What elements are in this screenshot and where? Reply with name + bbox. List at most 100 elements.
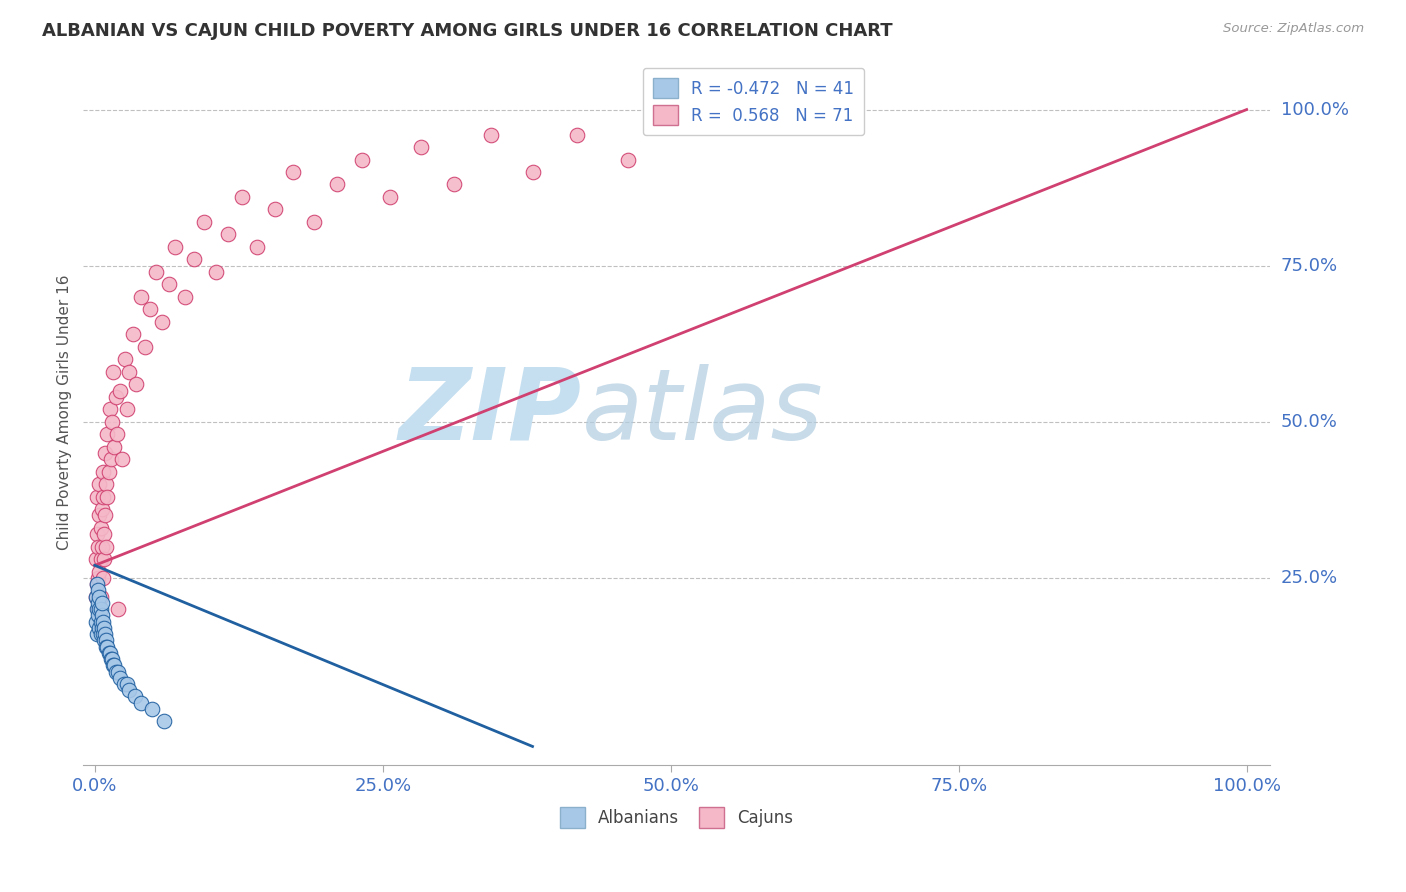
Point bbox=[90, 621, 112, 635]
Point bbox=[107, 602, 129, 616]
Point bbox=[108, 671, 131, 685]
Point bbox=[90, 540, 112, 554]
Point bbox=[94, 627, 117, 641]
Point bbox=[103, 658, 125, 673]
Point bbox=[90, 627, 112, 641]
Point bbox=[409, 140, 432, 154]
Point bbox=[617, 153, 640, 167]
Point bbox=[90, 615, 112, 629]
Point bbox=[90, 502, 112, 516]
Point bbox=[98, 402, 121, 417]
Point bbox=[86, 577, 108, 591]
Point bbox=[87, 608, 110, 623]
Point bbox=[118, 683, 141, 698]
Point bbox=[93, 633, 115, 648]
Legend: Albanians, Cajuns: Albanians, Cajuns bbox=[553, 801, 800, 834]
Point bbox=[91, 490, 114, 504]
Point bbox=[84, 590, 107, 604]
Text: ZIP: ZIP bbox=[398, 364, 582, 461]
Point bbox=[165, 240, 187, 254]
Point bbox=[100, 652, 122, 666]
Point bbox=[125, 377, 148, 392]
Point bbox=[93, 621, 115, 635]
Text: ALBANIAN VS CAJUN CHILD POVERTY AMONG GIRLS UNDER 16 CORRELATION CHART: ALBANIAN VS CAJUN CHILD POVERTY AMONG GI… bbox=[42, 22, 893, 40]
Point bbox=[150, 315, 173, 329]
Point bbox=[90, 552, 112, 566]
Point bbox=[443, 178, 465, 192]
Point bbox=[90, 608, 112, 623]
Point bbox=[87, 596, 110, 610]
Point bbox=[91, 465, 114, 479]
Point bbox=[93, 527, 115, 541]
Point bbox=[141, 702, 163, 716]
Point bbox=[124, 690, 146, 704]
Point bbox=[84, 590, 107, 604]
Point bbox=[89, 621, 111, 635]
Point bbox=[350, 153, 373, 167]
Point bbox=[204, 265, 226, 279]
Point bbox=[479, 128, 502, 142]
Point bbox=[111, 452, 134, 467]
Point bbox=[281, 165, 304, 179]
Point bbox=[103, 440, 125, 454]
Point bbox=[104, 665, 127, 679]
Point bbox=[89, 477, 111, 491]
Point bbox=[231, 190, 253, 204]
Point bbox=[89, 508, 111, 523]
Point bbox=[87, 540, 110, 554]
Point bbox=[325, 178, 347, 192]
Point bbox=[93, 552, 115, 566]
Point bbox=[89, 565, 111, 579]
Point bbox=[246, 240, 269, 254]
Point bbox=[96, 640, 118, 654]
Point bbox=[103, 365, 125, 379]
Point bbox=[90, 602, 112, 616]
Point bbox=[104, 390, 127, 404]
Point bbox=[96, 633, 118, 648]
Point bbox=[89, 602, 111, 616]
Point bbox=[217, 227, 239, 242]
Point bbox=[98, 646, 121, 660]
Point bbox=[87, 583, 110, 598]
Point bbox=[101, 652, 124, 666]
Y-axis label: Child Poverty Among Girls Under 16: Child Poverty Among Girls Under 16 bbox=[58, 275, 72, 550]
Point bbox=[733, 103, 755, 117]
Point bbox=[103, 658, 125, 673]
Point bbox=[145, 265, 167, 279]
Point bbox=[183, 252, 205, 267]
Point bbox=[134, 340, 156, 354]
Text: atlas: atlas bbox=[582, 364, 823, 461]
Point bbox=[84, 552, 107, 566]
Point bbox=[139, 302, 162, 317]
Point bbox=[90, 521, 112, 535]
Point bbox=[522, 165, 544, 179]
Point bbox=[96, 490, 118, 504]
Point bbox=[96, 640, 118, 654]
Point bbox=[115, 677, 138, 691]
Point bbox=[114, 352, 136, 367]
Point bbox=[101, 415, 124, 429]
Point bbox=[86, 602, 108, 616]
Point bbox=[96, 477, 118, 491]
Point bbox=[86, 490, 108, 504]
Point bbox=[100, 452, 122, 467]
Point bbox=[107, 665, 129, 679]
Point bbox=[97, 646, 120, 660]
Text: 50.0%: 50.0% bbox=[1281, 413, 1337, 431]
Point bbox=[173, 290, 195, 304]
Point bbox=[672, 115, 695, 129]
Point bbox=[90, 596, 112, 610]
Point bbox=[115, 402, 138, 417]
Point bbox=[91, 627, 114, 641]
Point bbox=[89, 590, 111, 604]
Point bbox=[87, 571, 110, 585]
Point bbox=[121, 327, 143, 342]
Point bbox=[87, 602, 110, 616]
Point bbox=[86, 527, 108, 541]
Point bbox=[108, 384, 131, 398]
Point bbox=[86, 577, 108, 591]
Point bbox=[90, 590, 112, 604]
Point bbox=[193, 215, 215, 229]
Point bbox=[157, 277, 180, 292]
Point bbox=[96, 540, 118, 554]
